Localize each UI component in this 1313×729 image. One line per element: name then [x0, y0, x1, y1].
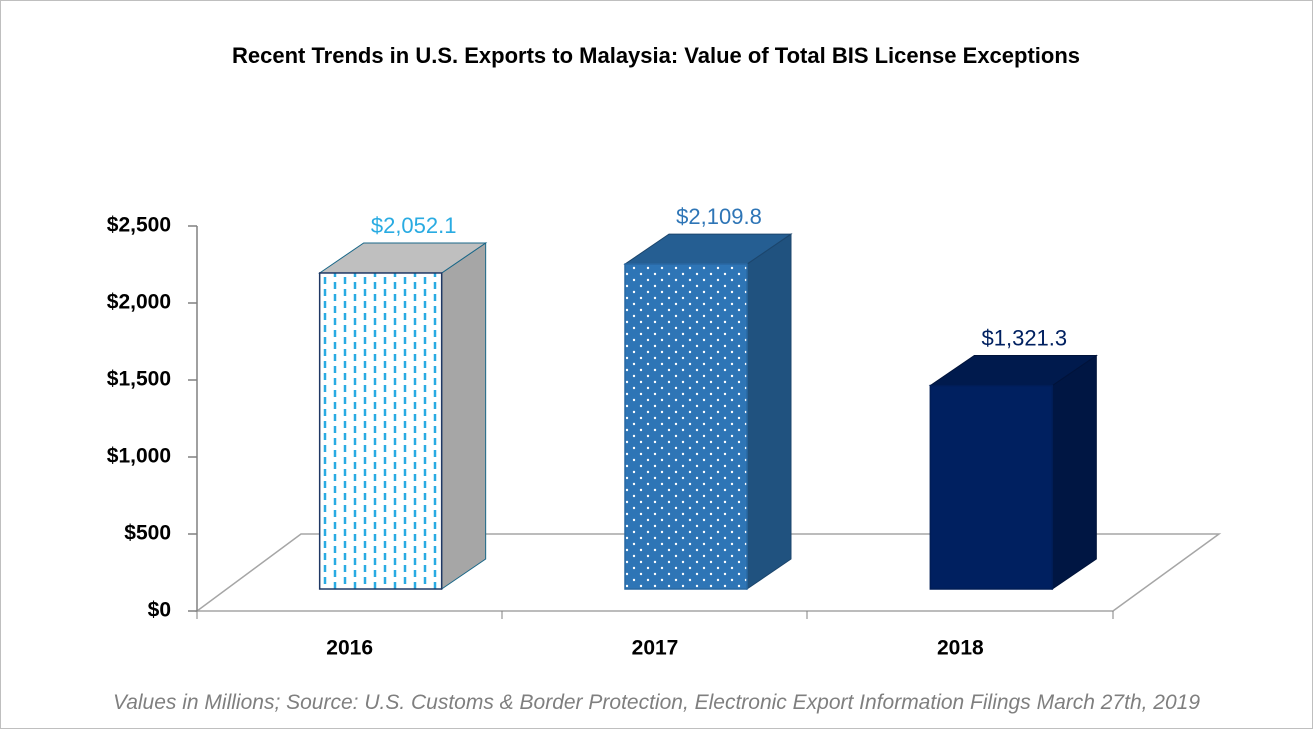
y-tick-label: $500: [124, 522, 171, 545]
x-tick-label: 2018: [937, 637, 984, 660]
bar: [318, 242, 488, 590]
bar-front: [929, 384, 1054, 590]
y-tick-label: $1,500: [107, 368, 171, 391]
y-tick-label: $2,000: [107, 291, 171, 314]
y-tick-label: $0: [148, 599, 171, 622]
value-label: $2,109.8: [676, 204, 762, 229]
x-tick-label: 2016: [326, 637, 373, 660]
bar: [623, 233, 793, 590]
bar-front: [318, 272, 443, 590]
floor: [194, 533, 1222, 612]
bar-front: [624, 263, 748, 590]
chart-title: Recent Trends in U.S. Exports to Malaysi…: [231, 43, 1081, 68]
x-tick-label: 2017: [632, 637, 679, 660]
bar-side: [441, 242, 487, 590]
value-label: $2,052.1: [371, 213, 457, 238]
bar-side: [1051, 354, 1097, 590]
value-label: $1,321.3: [982, 325, 1068, 350]
bar-side: [746, 233, 792, 590]
y-tick-label: $2,500: [107, 214, 171, 237]
footnote: Values in Millions; Source: U.S. Customs…: [112, 691, 1201, 714]
bar: [928, 354, 1098, 590]
y-tick-label: $1,000: [107, 445, 171, 468]
